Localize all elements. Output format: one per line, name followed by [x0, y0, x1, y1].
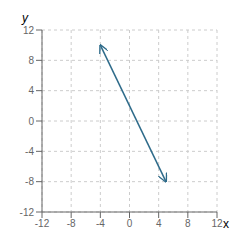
- svg-text:0: 0: [127, 218, 133, 229]
- svg-text:8: 8: [28, 55, 34, 66]
- svg-text:x: x: [223, 217, 229, 231]
- svg-text:4: 4: [156, 218, 162, 229]
- svg-text:12: 12: [23, 25, 35, 36]
- svg-text:8: 8: [185, 218, 191, 229]
- svg-text:-4: -4: [96, 218, 105, 229]
- svg-text:-4: -4: [25, 146, 34, 157]
- svg-text:0: 0: [28, 116, 34, 127]
- svg-text:-12: -12: [20, 207, 35, 218]
- svg-text:-12: -12: [35, 218, 50, 229]
- svg-text:-8: -8: [67, 218, 76, 229]
- svg-text:-8: -8: [25, 176, 34, 187]
- svg-text:y: y: [21, 11, 29, 25]
- svg-text:4: 4: [28, 85, 34, 96]
- svg-text:12: 12: [211, 218, 223, 229]
